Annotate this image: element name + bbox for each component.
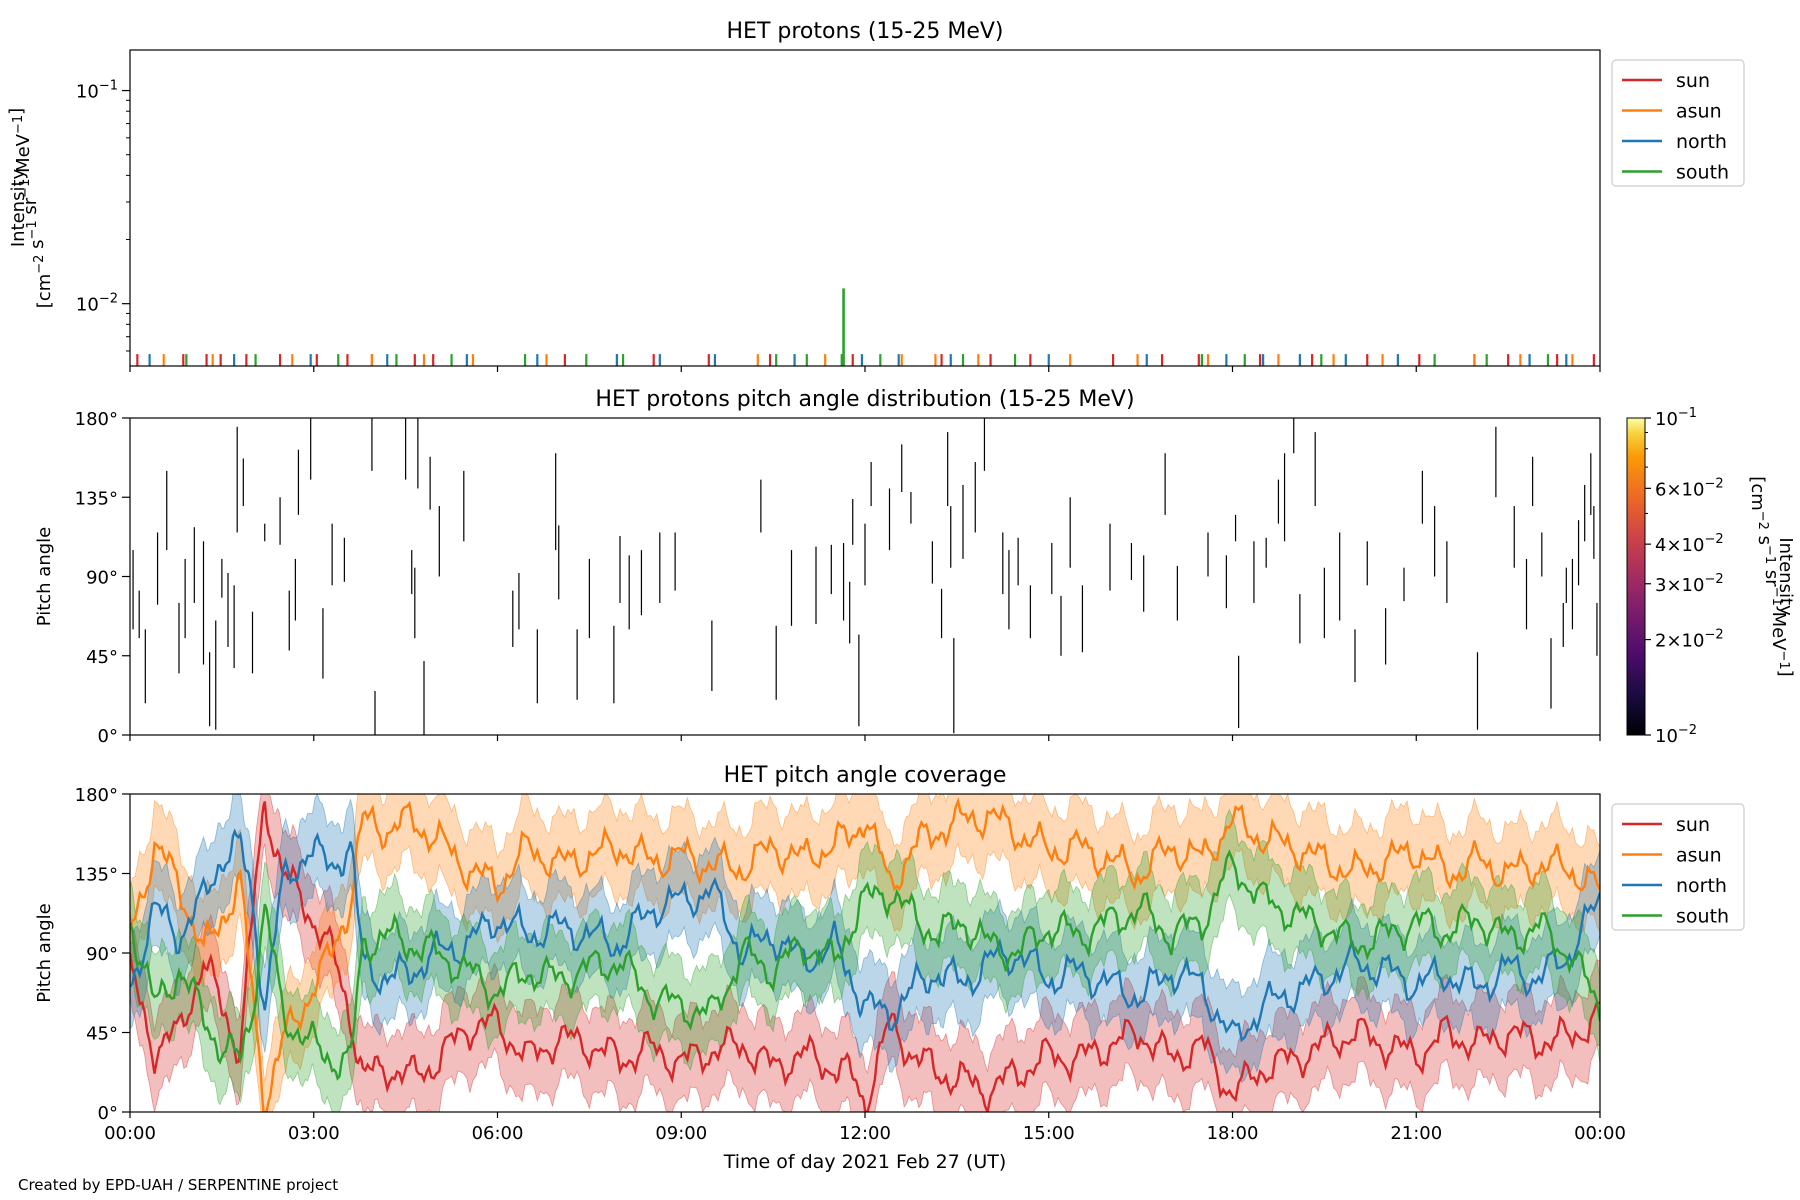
band-sun (130, 794, 1600, 1112)
colorbar-tick-label: 10−2 (1655, 723, 1697, 747)
colorbar-tick-label: 10−1 (1655, 406, 1697, 430)
chart-title: HET protons (15-25 MeV) (727, 19, 1004, 44)
legend-box (1611, 59, 1745, 187)
colorbar: 10−1 6×10−2 4×10−2 3×10−2 2×10−2 10−2 Intensit… (1626, 406, 1796, 747)
x-tick-label: 18:00 (1207, 1123, 1259, 1144)
series-line-sun (130, 801, 1600, 1112)
legend-label-north: north (1676, 875, 1727, 897)
band-asun (130, 794, 1600, 1112)
x-tick-label: 00:00 (1574, 1123, 1626, 1144)
colorbar-label: Intensity (1775, 537, 1796, 616)
x-axis-label: Time of day 2021 Feb 27 (UT) (723, 1151, 1007, 1173)
y-axis-label: Intensity (8, 168, 29, 247)
colorbar-tick-label: 2×10−2 (1655, 628, 1724, 652)
y-tick-label: 180° (75, 409, 118, 430)
y-tick-label: 45° (86, 647, 118, 668)
y-axis-label: Pitch angle (34, 527, 55, 626)
y-tick-label: 0° (98, 726, 118, 747)
panel-pitch-angle-distribution: 0° 45° 90° 135° 180° HET protons pitch angle … (34, 387, 1601, 747)
legend: sun asun north south (1611, 803, 1745, 931)
x-tick-label: 15:00 (1023, 1123, 1075, 1144)
band-south (130, 808, 1600, 1112)
colorbar-tick-label: 4×10−2 (1655, 532, 1724, 556)
legend: sun asun north south (1611, 59, 1745, 187)
colorbar-units: [cm−2 s−1 sr−1 MeV−1] (1747, 476, 1796, 676)
series-line-south (130, 849, 1600, 1081)
x-tick-label: 00:00 (104, 1123, 156, 1144)
x-tick-label: 21:00 (1390, 1123, 1442, 1144)
legend-label-asun: asun (1676, 845, 1722, 867)
chart-title: HET protons pitch angle distribution (15… (595, 387, 1134, 412)
y-tick-label: 90° (86, 568, 118, 589)
x-tick-label: 06:00 (472, 1123, 524, 1144)
y-tick-label: 180° (75, 785, 118, 806)
legend-label-asun: asun (1676, 101, 1722, 123)
colorbar-gradient (1626, 417, 1646, 736)
colorbar-tick-label: 6×10−2 (1655, 476, 1724, 500)
y-tick-label: 10−1 (76, 79, 118, 103)
legend-label-sun: sun (1676, 814, 1710, 836)
panel-proton-intensity: 10−1 10−2 HET protons (15-25 MeV) Intensity… (6, 19, 1745, 372)
y-tick-label: 45° (86, 1024, 118, 1045)
y-axis-label: Pitch angle (34, 903, 55, 1002)
x-tick-label: 12:00 (839, 1123, 891, 1144)
colorbar-tick-label: 3×10−2 (1655, 572, 1724, 596)
credit-text: Created by EPD-UAH / SERPENTINE project (18, 1176, 339, 1194)
legend-label-south: south (1676, 906, 1729, 928)
y-tick-label: 135° (75, 865, 118, 886)
axes-frame-1 (129, 49, 1601, 367)
x-tick-label: 09:00 (655, 1123, 707, 1144)
y-tick-label: 0° (98, 1103, 118, 1124)
legend-label-south: south (1676, 162, 1729, 184)
series-line-asun (130, 797, 1600, 1112)
y-tick-label: 135° (75, 488, 118, 509)
y-tick-label: 90° (86, 944, 118, 965)
coverage-layer (130, 794, 1600, 1112)
legend-box (1611, 803, 1745, 931)
x-tick-label: 03:00 (288, 1123, 340, 1144)
panel-pitch-angle-coverage: 0° 45° 90° 135° 180° HET pitch angle coverage… (34, 763, 1745, 1124)
chart-title: HET pitch angle coverage (724, 763, 1007, 788)
legend-label-sun: sun (1676, 70, 1710, 92)
y-tick-label: 10−2 (76, 292, 118, 316)
series-line-north (130, 828, 1600, 1043)
legend-label-north: north (1676, 131, 1727, 153)
shared-x-axis: 00:00 03:00 06:00 09:00 12:00 15:00 18:00 21:00… (104, 1123, 1626, 1173)
y-axis-units: [cm−2 s−1 sr−1 MeV−1] (6, 108, 55, 308)
